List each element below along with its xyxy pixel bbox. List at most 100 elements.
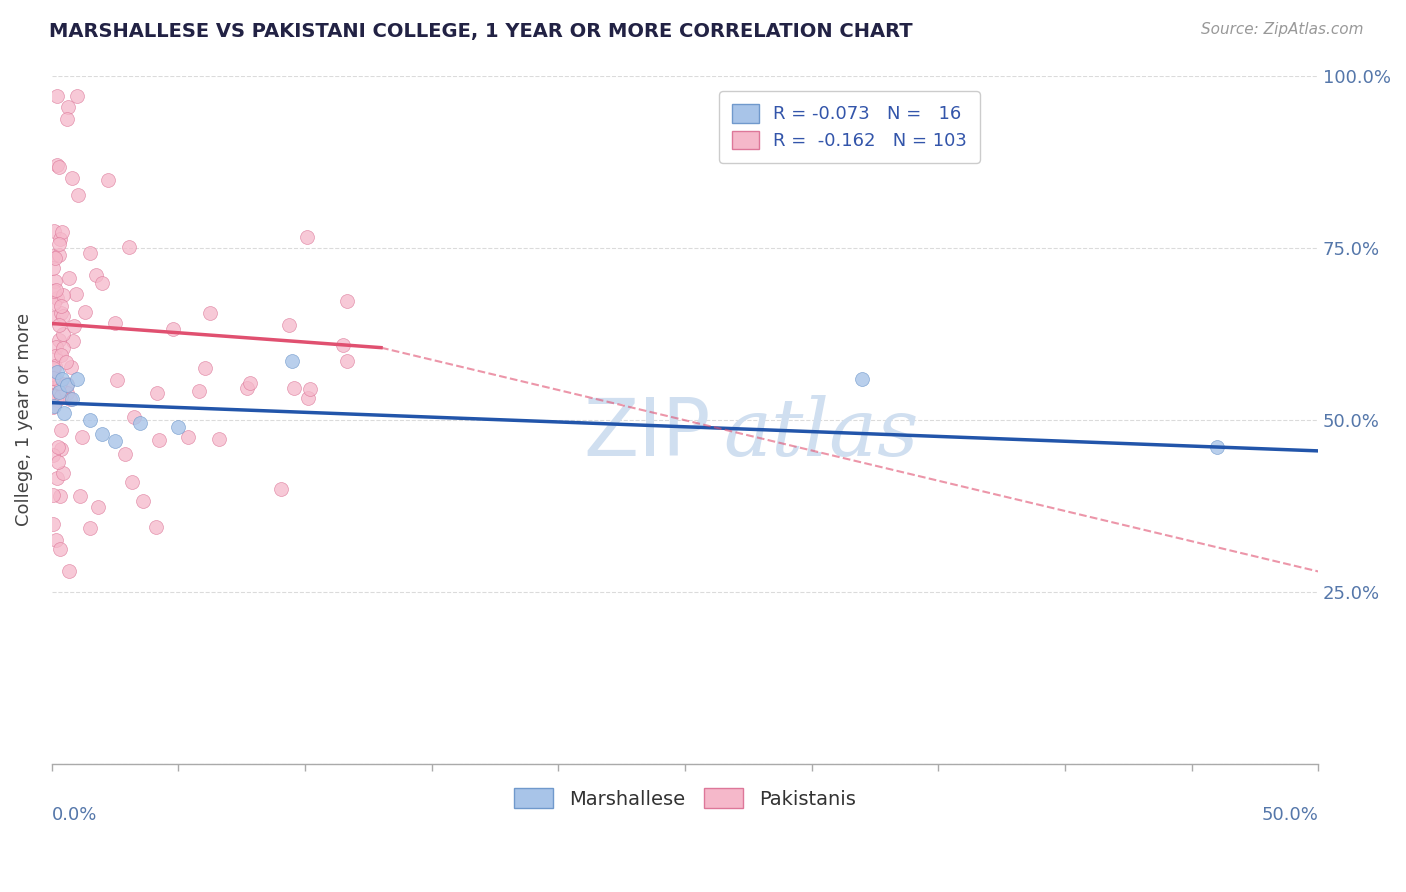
Point: [44, 349, 66, 363]
Point: [283, 381, 305, 395]
Point: [49, 376, 72, 390]
Point: [79, 246, 101, 260]
Point: [66, 89, 89, 103]
Point: [131, 494, 153, 508]
Point: [148, 433, 170, 447]
Point: [65, 286, 87, 301]
Legend: Marshallese, Pakistanis: Marshallese, Pakistanis: [506, 780, 863, 816]
Point: [72, 429, 94, 443]
Point: [49, 489, 72, 503]
Point: [49, 299, 72, 313]
Point: [41, 310, 63, 325]
Point: [270, 483, 292, 497]
Point: [52, 326, 75, 341]
Point: [167, 419, 190, 434]
Point: [53, 406, 76, 420]
Point: [146, 386, 169, 401]
Point: [73, 305, 96, 319]
Point: [332, 338, 354, 352]
Point: [187, 384, 209, 398]
Point: [42, 295, 65, 310]
Point: [48, 160, 70, 174]
Point: [44, 273, 66, 287]
Point: [56, 386, 79, 401]
Point: [46, 440, 69, 454]
Point: [66, 371, 89, 385]
Point: [56, 112, 79, 127]
Point: [51, 226, 73, 240]
Point: [67, 188, 90, 202]
Point: [145, 520, 167, 534]
Point: [207, 432, 229, 446]
Point: [129, 417, 152, 431]
Text: 50.0%: 50.0%: [1261, 805, 1319, 823]
Point: [52, 466, 75, 480]
Point: [55, 376, 77, 391]
Point: [117, 240, 139, 254]
Point: [45, 365, 67, 379]
Point: [49, 388, 72, 402]
Point: [46, 291, 69, 305]
Point: [198, 306, 221, 320]
Point: [62, 334, 84, 349]
Point: [104, 434, 127, 448]
Point: [236, 381, 259, 395]
Point: [45, 471, 67, 485]
Point: [295, 230, 318, 244]
Point: [84, 268, 107, 282]
Point: [49, 424, 72, 438]
Point: [52, 309, 75, 323]
Point: [49, 348, 72, 362]
Point: [336, 353, 359, 368]
Point: [51, 371, 73, 385]
Point: [58, 100, 80, 114]
Point: [124, 410, 146, 425]
Point: [194, 360, 217, 375]
Point: [79, 520, 101, 534]
Y-axis label: College, 1 year or more: College, 1 year or more: [15, 313, 32, 526]
Point: [42, 224, 65, 238]
Point: [48, 232, 70, 246]
Point: [177, 429, 200, 443]
Text: MARSHALLESE VS PAKISTANI COLLEGE, 1 YEAR OR MORE CORRELATION CHART: MARSHALLESE VS PAKISTANI COLLEGE, 1 YEAR…: [49, 22, 912, 41]
Point: [41, 388, 63, 402]
Point: [42, 284, 65, 298]
Point: [239, 376, 262, 390]
Point: [42, 360, 65, 375]
Point: [45, 533, 67, 547]
Point: [42, 381, 65, 395]
Point: [51, 306, 73, 320]
Point: [48, 247, 70, 261]
Point: [58, 270, 80, 285]
Point: [51, 442, 73, 456]
Point: [41, 261, 63, 276]
Point: [41, 400, 63, 414]
Point: [87, 500, 110, 515]
Point: [48, 318, 70, 333]
Point: [48, 334, 70, 348]
Point: [105, 373, 128, 387]
Text: Source: ZipAtlas.com: Source: ZipAtlas.com: [1201, 22, 1364, 37]
Point: [45, 340, 67, 354]
Text: ZIP: ZIP: [583, 394, 710, 473]
Point: [104, 316, 127, 330]
Point: [162, 322, 184, 336]
Point: [48, 541, 70, 556]
Point: [1205, 441, 1227, 455]
Point: [44, 283, 66, 297]
Point: [48, 385, 70, 400]
Text: 0.0%: 0.0%: [52, 805, 97, 823]
Point: [44, 251, 66, 265]
Point: [298, 382, 321, 396]
Point: [45, 89, 67, 103]
Point: [335, 293, 357, 308]
Point: [79, 413, 101, 427]
Point: [851, 371, 873, 385]
Point: [59, 392, 82, 407]
Point: [42, 517, 65, 532]
Point: [58, 565, 80, 579]
Point: [52, 342, 75, 356]
Point: [277, 318, 299, 333]
Point: [55, 355, 77, 369]
Point: [46, 392, 69, 407]
